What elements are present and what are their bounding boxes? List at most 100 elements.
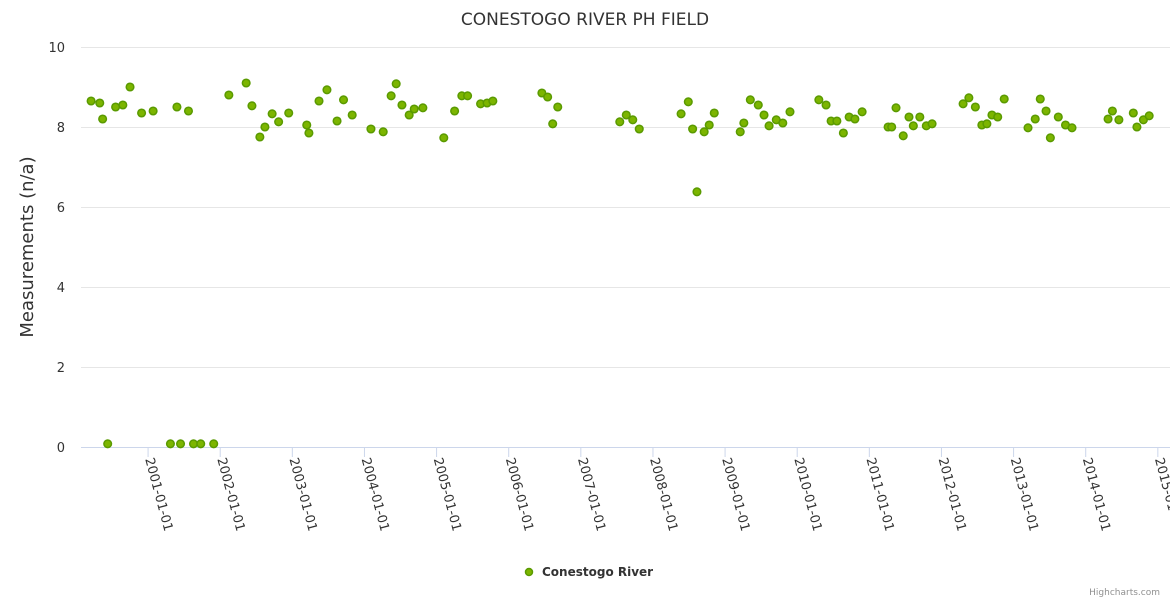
data-point[interactable] bbox=[332, 116, 342, 126]
data-point[interactable] bbox=[95, 98, 105, 108]
data-point[interactable] bbox=[314, 96, 324, 106]
data-point[interactable] bbox=[488, 96, 498, 106]
data-point[interactable] bbox=[1030, 114, 1040, 124]
data-point[interactable] bbox=[183, 106, 194, 116]
legend-item-label[interactable]: Conestogo River bbox=[542, 565, 653, 579]
data-point[interactable] bbox=[982, 119, 992, 129]
data-point[interactable] bbox=[1035, 94, 1045, 104]
data-point[interactable] bbox=[404, 110, 414, 120]
data-point[interactable] bbox=[338, 95, 349, 105]
data-point[interactable] bbox=[224, 90, 234, 100]
data-point[interactable] bbox=[821, 100, 831, 110]
data-point[interactable] bbox=[1067, 123, 1077, 133]
data-point[interactable] bbox=[1132, 122, 1142, 132]
data-point[interactable] bbox=[814, 95, 824, 105]
data-point[interactable] bbox=[699, 127, 709, 137]
credits-link[interactable]: Highcharts.com bbox=[1089, 588, 1160, 598]
data-point[interactable] bbox=[753, 100, 763, 110]
data-point[interactable] bbox=[832, 116, 842, 126]
data-point[interactable] bbox=[850, 114, 860, 124]
data-point[interactable] bbox=[676, 109, 686, 119]
data-point[interactable] bbox=[378, 127, 388, 137]
data-point[interactable] bbox=[993, 112, 1003, 122]
data-point[interactable] bbox=[125, 82, 135, 92]
data-point[interactable] bbox=[1045, 133, 1055, 143]
data-point[interactable] bbox=[683, 97, 693, 107]
data-point[interactable] bbox=[688, 124, 698, 134]
data-point[interactable] bbox=[628, 115, 638, 125]
data-point[interactable] bbox=[274, 117, 284, 127]
data-point[interactable] bbox=[255, 132, 265, 142]
data-point[interactable] bbox=[1103, 114, 1113, 124]
data-point[interactable] bbox=[409, 104, 419, 114]
data-point[interactable] bbox=[1023, 123, 1033, 133]
data-point[interactable] bbox=[172, 102, 182, 112]
data-point[interactable] bbox=[98, 114, 108, 124]
data-point[interactable] bbox=[1053, 112, 1063, 122]
data-point[interactable] bbox=[347, 110, 357, 120]
data-point[interactable] bbox=[366, 124, 376, 134]
data-point[interactable] bbox=[999, 94, 1009, 104]
data-point[interactable] bbox=[553, 102, 563, 112]
data-point[interactable] bbox=[1107, 106, 1117, 116]
data-point[interactable] bbox=[634, 124, 644, 134]
data-point[interactable] bbox=[759, 110, 769, 120]
data-point[interactable] bbox=[111, 102, 121, 112]
data-point[interactable] bbox=[735, 127, 745, 137]
data-point[interactable] bbox=[904, 112, 914, 122]
data-point[interactable] bbox=[739, 118, 749, 128]
data-point[interactable] bbox=[891, 103, 901, 113]
data-point[interactable] bbox=[450, 106, 460, 116]
data-point[interactable] bbox=[302, 120, 312, 130]
data-point[interactable] bbox=[165, 439, 175, 449]
data-point[interactable] bbox=[1144, 111, 1154, 121]
data-point[interactable] bbox=[241, 78, 251, 88]
data-point[interactable] bbox=[148, 106, 158, 116]
data-point[interactable] bbox=[857, 107, 867, 117]
data-point[interactable] bbox=[1041, 106, 1051, 116]
data-point[interactable] bbox=[322, 85, 332, 95]
data-point[interactable] bbox=[958, 99, 968, 109]
data-point[interactable] bbox=[887, 122, 897, 132]
data-point[interactable] bbox=[927, 119, 937, 129]
data-point[interactable] bbox=[1128, 108, 1138, 118]
data-point[interactable] bbox=[304, 128, 314, 138]
data-point[interactable] bbox=[418, 103, 428, 113]
data-point[interactable] bbox=[970, 102, 980, 112]
data-point[interactable] bbox=[386, 91, 396, 101]
data-point[interactable] bbox=[908, 121, 918, 131]
data-point[interactable] bbox=[209, 439, 219, 449]
data-point[interactable] bbox=[391, 79, 401, 89]
data-point[interactable] bbox=[439, 133, 449, 143]
data-point[interactable] bbox=[704, 120, 714, 130]
data-point[interactable] bbox=[964, 93, 974, 103]
data-point[interactable] bbox=[548, 119, 558, 129]
data-point[interactable] bbox=[915, 112, 925, 122]
series-conestogo-river[interactable] bbox=[86, 78, 1154, 449]
data-point[interactable] bbox=[692, 187, 702, 197]
data-point[interactable] bbox=[188, 439, 199, 449]
legend[interactable]: Conestogo River bbox=[524, 565, 654, 579]
data-point[interactable] bbox=[785, 107, 795, 117]
data-point[interactable] bbox=[745, 95, 755, 105]
data-point[interactable] bbox=[621, 110, 631, 120]
data-point[interactable] bbox=[86, 96, 96, 106]
data-point[interactable] bbox=[543, 92, 553, 102]
data-point[interactable] bbox=[764, 121, 774, 131]
data-point[interactable] bbox=[118, 100, 128, 110]
data-point[interactable] bbox=[247, 101, 257, 111]
data-point[interactable] bbox=[709, 108, 719, 118]
data-point[interactable] bbox=[1114, 115, 1124, 125]
data-point[interactable] bbox=[267, 109, 277, 119]
data-point[interactable] bbox=[284, 108, 294, 118]
data-point[interactable] bbox=[260, 122, 270, 132]
data-point[interactable] bbox=[397, 100, 407, 110]
data-point[interactable] bbox=[103, 439, 113, 449]
data-point[interactable] bbox=[615, 117, 625, 127]
data-point[interactable] bbox=[838, 128, 848, 138]
data-point[interactable] bbox=[175, 439, 186, 449]
data-point[interactable] bbox=[898, 131, 908, 141]
data-point[interactable] bbox=[137, 108, 147, 118]
data-point[interactable] bbox=[196, 439, 206, 449]
data-point[interactable] bbox=[463, 91, 473, 101]
